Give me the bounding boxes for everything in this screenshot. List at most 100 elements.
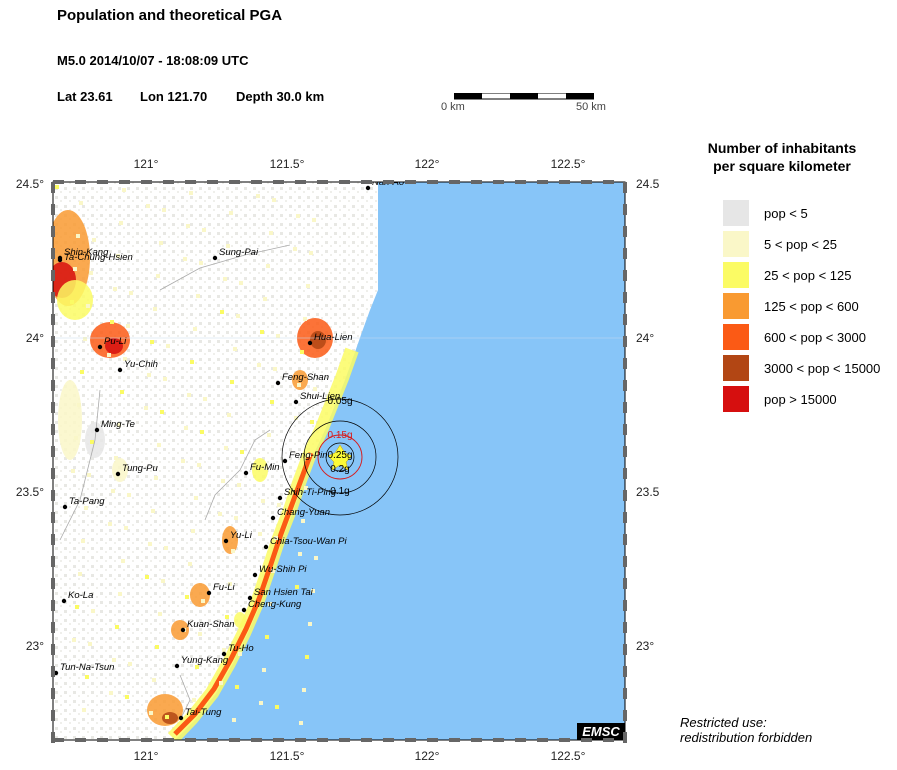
population-cell (147, 373, 151, 377)
population-cell (158, 612, 162, 616)
lon-tick-label-bottom: 122° (415, 749, 440, 763)
population-cell (83, 337, 87, 341)
city-marker: Pu-Li (97, 336, 127, 350)
population-cluster (234, 612, 246, 628)
pga-ring-label: 0.05g (327, 396, 352, 407)
legend-label: pop < 5 (764, 206, 808, 221)
population-cell (84, 506, 88, 510)
population-cell (159, 241, 163, 245)
population-cell (273, 367, 277, 371)
city-dot-icon (62, 504, 68, 510)
city-marker: Ta-Pang (62, 496, 105, 510)
population-cell (193, 327, 197, 331)
legend-swatch (723, 293, 749, 319)
city-dot-icon (206, 590, 212, 596)
city-dot-icon (293, 399, 299, 405)
legend-label: 125 < pop < 600 (764, 299, 859, 314)
population-cell (262, 668, 266, 672)
city-marker: Shui-Lien (293, 391, 340, 405)
population-cell (231, 549, 235, 553)
city-marker: Ko-La (61, 590, 93, 604)
lat-tick-label-right: 23° (636, 639, 654, 653)
usage-notice: Restricted use: redistribution forbidden (680, 715, 812, 745)
city-marker: Tai-Tung (178, 707, 222, 721)
population-cell (156, 274, 160, 278)
population-cell (267, 433, 271, 437)
city-label: Ko-La (68, 590, 93, 601)
city-label: Shin-Kang (64, 247, 109, 258)
population-cell (188, 562, 192, 566)
population-cell (166, 344, 170, 348)
map-title: Population and theoretical PGA (57, 7, 283, 24)
population-cell (149, 711, 153, 715)
river (179, 674, 191, 721)
legend-swatch (723, 386, 749, 412)
population-cell (261, 499, 265, 503)
population-cell (306, 284, 310, 288)
city-label: Ming-Te (101, 419, 135, 430)
population-cell (295, 585, 299, 589)
city-label: Feng-Pin (289, 450, 328, 461)
city-dot-icon (247, 595, 253, 601)
population-cell (127, 493, 131, 497)
population-cell (181, 459, 185, 463)
map-frame-dashes (51, 180, 627, 743)
city-dot-icon (180, 627, 186, 633)
city-marker: Chia-Tsou-Wan Pi (263, 536, 347, 550)
population-cell (260, 330, 264, 334)
lon-tick-label-top: 122.5° (551, 157, 586, 171)
city-marker: Chang-Yuan (270, 507, 330, 521)
city-dot-icon (61, 598, 67, 604)
population-cell (191, 529, 195, 533)
population-cell (201, 599, 205, 603)
population-cluster (222, 526, 238, 554)
legend-label: 3000 < pop < 15000 (764, 361, 881, 376)
city-label: Ta-Chung-Hsien (64, 252, 133, 263)
population-cell (152, 678, 156, 682)
legend-title: Number of inhabitants per square kilomet… (682, 139, 882, 175)
population-cell (88, 642, 92, 646)
legend-item: 125 < pop < 600 (723, 293, 897, 321)
city-label: Yu-Li (230, 530, 253, 541)
city-label: Chia-Tsou-Wan Pi (270, 536, 347, 547)
population-cell (110, 320, 114, 324)
lat-label: Lat 23.61 (57, 89, 113, 104)
city-label: Yu-Chih (124, 359, 158, 370)
city-dot-icon (117, 367, 123, 373)
population-cluster (105, 338, 123, 354)
population-cell (125, 695, 129, 699)
population-cell (228, 582, 232, 586)
population-cell (162, 208, 166, 212)
population-cell (154, 476, 158, 480)
lat-tick-label-left: 24.5° (16, 177, 44, 191)
lat-tick-label-right: 23.5° (636, 485, 660, 499)
population-cell (299, 721, 303, 725)
city-marker: Nan-Ao (365, 182, 404, 191)
population-cell (123, 357, 127, 361)
scale-bar-left-label: 0 km (441, 101, 465, 113)
population-cell (74, 436, 78, 440)
river (204, 429, 271, 521)
population-cell (122, 188, 126, 192)
population-cell (92, 238, 96, 242)
city-label: San Hsien Tai (254, 587, 314, 598)
population-cell (234, 516, 238, 520)
city-dot-icon (212, 255, 218, 261)
population-cell (310, 420, 314, 424)
population-cell (308, 622, 312, 626)
city-label: Tun-Na-Tsun (60, 662, 114, 673)
population-cell (73, 267, 77, 271)
legend-label: pop > 15000 (764, 392, 837, 407)
legend-item: 3000 < pop < 15000 (723, 355, 897, 383)
city-marker: Sung-Pai (212, 247, 259, 261)
population-cell (185, 595, 189, 599)
population-cell (297, 383, 301, 387)
lon-tick-label-bottom: 121° (134, 749, 159, 763)
pga-ring-label: 0.2g (330, 464, 349, 475)
population-cell (202, 228, 206, 232)
pga-contours: 0.05g 0.1g 0.15g 0.2g 0.25g (281, 396, 399, 516)
legend-swatch (723, 324, 749, 350)
population-cell (91, 609, 95, 613)
